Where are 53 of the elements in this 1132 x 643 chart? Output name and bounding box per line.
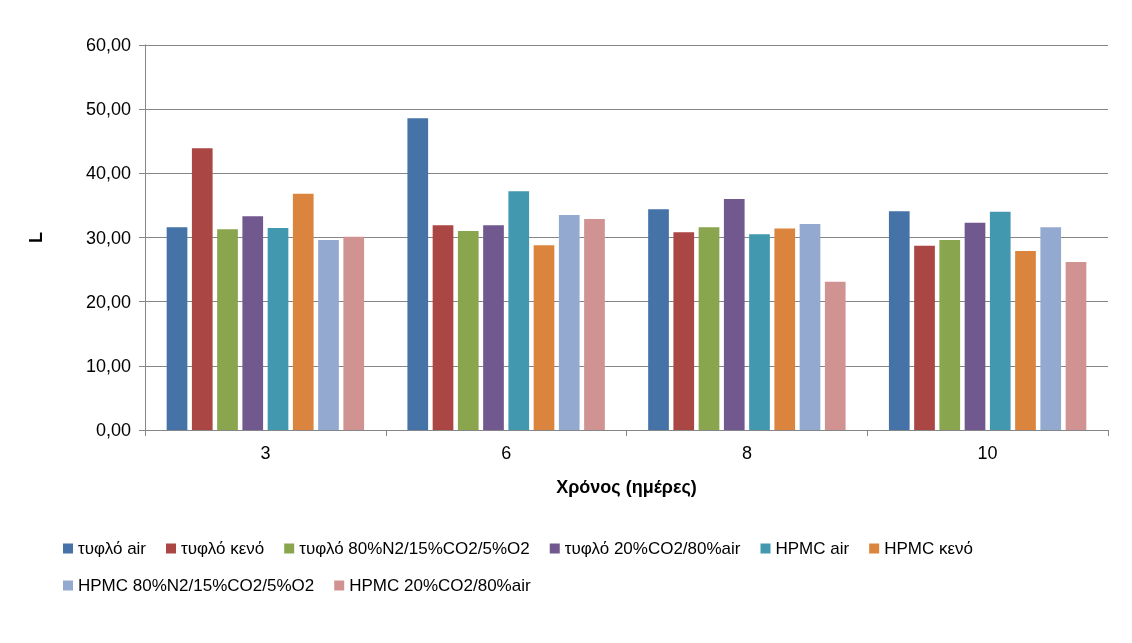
x-axis-title: Χρόνος (ημέρες) [556,477,697,497]
bar [939,240,961,430]
bar [267,227,289,430]
bar [457,231,479,430]
y-tick-label: 40,00 [85,163,131,184]
bar [914,245,935,430]
bar [888,211,910,430]
legend-label: HPMC 20%CO2/80%air [349,576,531,595]
legend-label: HPMC κενό [884,539,973,558]
y-tick-label: 20,00 [85,291,131,312]
bar [343,236,365,430]
bar [723,199,745,430]
bar [217,229,238,430]
y-tick-label: 60,00 [85,35,131,55]
y-axis-title: L [26,232,46,243]
bar [799,224,821,430]
legend-label: τυφλό κενό [181,539,265,558]
bar [1040,227,1062,430]
bar [774,228,796,430]
y-tick-label: 10,00 [85,355,131,376]
bar [584,218,605,430]
bar [318,240,339,430]
bar [292,193,314,430]
bar [407,118,429,430]
bar [673,232,695,430]
y-tick-label: 50,00 [85,99,131,120]
bar [989,211,1011,430]
bar [648,209,669,430]
bar [964,222,986,430]
x-tick-label: 8 [741,443,752,463]
bar [1065,261,1087,430]
legend-label: τυφλό 20%CO2/80%air [564,539,741,558]
x-tick-label: 3 [260,443,271,463]
legend-label: HPMC 80%N2/15%CO2/5%O2 [78,576,315,595]
legend-label: τυφλό air [78,539,147,558]
bar [483,225,504,430]
y-tick-label: 0,00 [95,420,131,440]
legend-label: τυφλό 80%N2/15%CO2/5%O2 [299,539,530,558]
bar [166,227,188,430]
y-tick-label: 30,00 [85,227,131,248]
bar [1015,250,1036,430]
bar [698,227,720,430]
bar [558,215,580,430]
x-tick-label: 6 [501,443,512,463]
bar [508,191,530,430]
legend-label: HPMC air [775,539,850,558]
bar [824,281,846,430]
bar [432,225,454,430]
bar [749,234,770,430]
x-tick-label: 10 [977,443,998,463]
bar [191,148,213,430]
bar [242,216,264,430]
bar [533,245,555,430]
